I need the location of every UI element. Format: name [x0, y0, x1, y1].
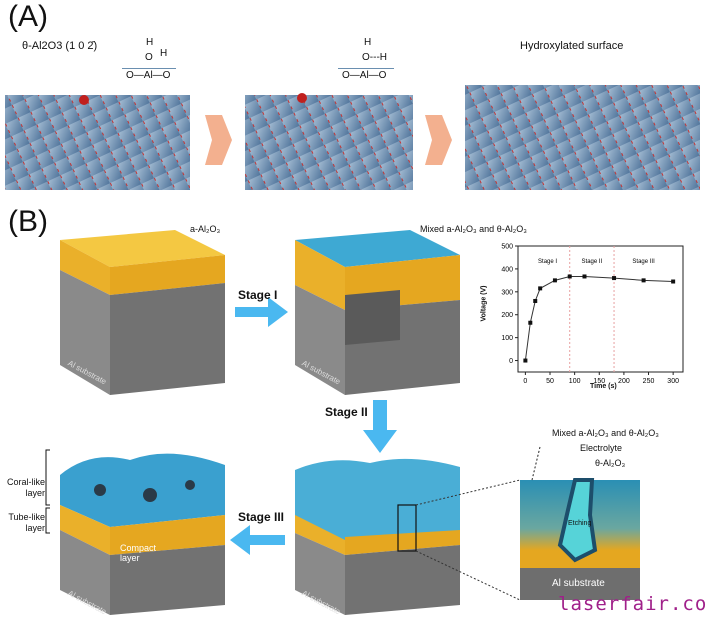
inset-electrolyte-label: Electrolyte — [580, 443, 623, 453]
stage-label: Stage I — [538, 259, 557, 265]
data-point — [533, 298, 538, 303]
y-tick-label: 400 — [501, 266, 513, 273]
inset-mixed-label: Mixed a-Al₂O₃ and θ-Al₂O₃ — [552, 428, 659, 438]
watermark: laserfair.com — [558, 593, 706, 615]
x-tick-label: 300 — [667, 378, 679, 385]
y-tick-label: 0 — [509, 358, 513, 365]
scheme1-base: O—Al—O — [126, 70, 171, 81]
data-point — [612, 276, 617, 281]
cube1-top-label: a-Al₂O₃ — [190, 224, 221, 234]
inset-etching-label: Etching — [568, 520, 592, 527]
crystal-renders — [5, 85, 700, 190]
data-point — [523, 358, 528, 363]
y-tick-label: 100 — [501, 335, 513, 342]
stage-label: Stage II — [582, 259, 603, 265]
data-point — [671, 279, 676, 284]
cube-stage1 — [295, 230, 460, 395]
x-tick-label: 200 — [618, 378, 630, 385]
chart-xlabel: Time (s) — [590, 383, 617, 390]
y-tick-label: 500 — [501, 244, 513, 251]
arrow-right-icon — [205, 115, 232, 165]
inset-substrate-label: Al substrate — [552, 578, 605, 589]
data-point — [538, 286, 543, 291]
inset-theta-label: θ-Al₂O₃ — [595, 458, 626, 468]
scheme2-h-top: H — [364, 37, 372, 48]
crystal-slab-3 — [465, 85, 700, 190]
voltage-time-chart: 0 50 100 150 200 250 300 0 100 200 300 400 500 Stage … — [501, 244, 684, 385]
coral-layer-label: Coral-like layer — [6, 477, 45, 498]
arrow-left-icon — [230, 525, 285, 555]
data-point — [567, 274, 572, 279]
stage1-label: Stage I — [238, 288, 278, 302]
tube-layer-label: Tube-like layer — [8, 512, 45, 533]
scheme2-o: O---H — [362, 52, 387, 63]
cube-alumina — [60, 230, 225, 395]
hydroxylated-label: Hydroxylated surface — [520, 40, 624, 52]
panel-b-label: (B) — [8, 205, 48, 238]
y-tick-label: 300 — [501, 289, 513, 296]
scheme1-surface-line — [122, 68, 176, 69]
x-tick-label: 50 — [546, 378, 554, 385]
crystal-slab-1 — [5, 95, 190, 190]
scheme1-o: O — [145, 52, 153, 63]
scheme1-h-top: H — [146, 37, 154, 48]
y-tick-label: 200 — [501, 312, 513, 319]
cube-stage2 — [295, 458, 521, 615]
data-point — [582, 274, 587, 279]
surface-label: θ-Al2O3 (1 0 2̄) — [22, 40, 98, 52]
data-point — [552, 278, 557, 283]
scheme1-h-side: H — [160, 48, 168, 59]
panel-a-label: (A) — [8, 0, 48, 33]
stage2-label: Stage II — [325, 405, 368, 419]
arrow-down-icon — [363, 400, 397, 453]
inset-etching — [520, 446, 640, 600]
scheme2-base: O—Al—O — [342, 70, 387, 81]
anodization-schematic — [45, 230, 640, 615]
cube-stage3 — [60, 453, 225, 615]
data-point — [528, 320, 533, 325]
x-tick-label: 150 — [593, 378, 605, 385]
crystal-slab-2 — [245, 95, 413, 190]
stage-label: Stage III — [632, 259, 655, 265]
stage3-label: Stage III — [238, 510, 285, 524]
plot-frame — [517, 245, 684, 373]
x-tick-label: 100 — [569, 378, 581, 385]
x-tick-label: 250 — [643, 378, 655, 385]
arrow-right-icon — [235, 297, 288, 327]
compact-layer-label: Compact layer — [120, 543, 157, 563]
scheme2-surface-line — [338, 68, 394, 69]
arrow-right-icon — [425, 115, 452, 165]
x-tick-label: 0 — [523, 378, 527, 385]
data-point — [641, 278, 646, 283]
chart-ylabel: Voltage (V) — [480, 285, 488, 322]
voltage-line — [524, 275, 674, 361]
cube2-top-label: Mixed a-Al₂O₃ and θ-Al₂O₃ — [420, 224, 527, 234]
